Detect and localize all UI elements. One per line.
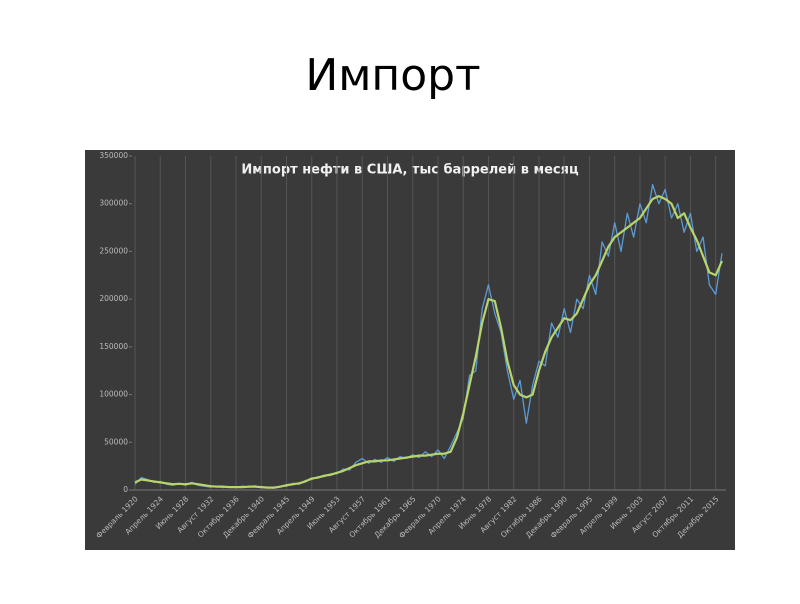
slide-title: Импорт (305, 50, 480, 101)
y-tick-label: 150000 (99, 342, 128, 351)
y-tick-label: 250000 (99, 246, 128, 255)
y-tick-label: 200000 (99, 294, 128, 303)
chart-title: Импорт нефти в США, тыс баррелей в месяц (241, 163, 579, 178)
series-line (134, 194, 724, 489)
y-tick-label: 350000 (99, 151, 128, 160)
y-tick-label: 50000 (104, 437, 128, 446)
y-tick-label: 100000 (99, 390, 128, 399)
y-tick-label: 0 (123, 485, 128, 494)
y-tick-label: 300000 (99, 199, 128, 208)
